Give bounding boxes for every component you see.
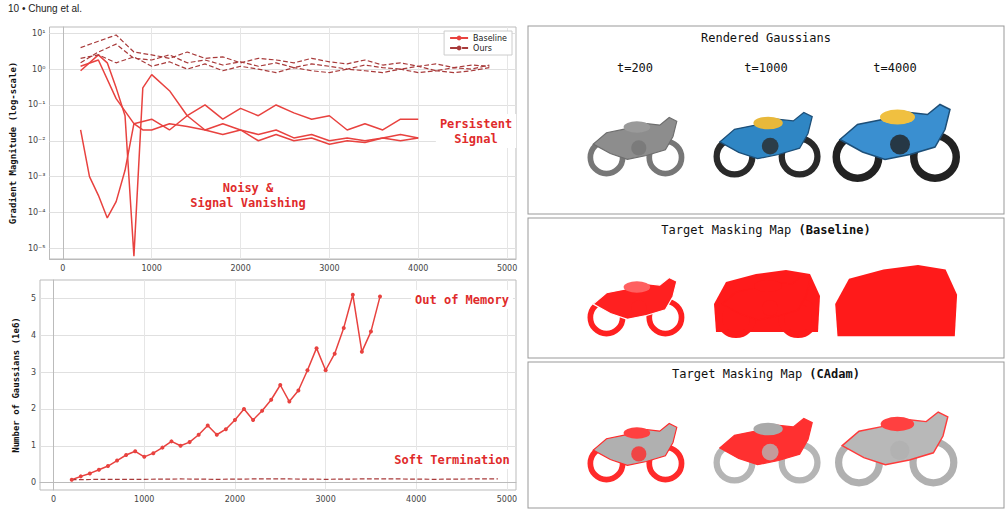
- svg-text:Target Masking Map (Baseline): Target Masking Map (Baseline): [661, 223, 871, 237]
- svg-text:2000: 2000: [225, 495, 245, 504]
- svg-text:Baseline: Baseline: [473, 34, 507, 43]
- svg-text:Target Masking Map (CAdam): Target Masking Map (CAdam): [672, 367, 860, 381]
- svg-text:Out of Memory: Out of Memory: [415, 293, 509, 307]
- svg-text:Number of Gaussians (1e6): Number of Gaussians (1e6): [11, 317, 21, 452]
- svg-text:10⁻³: 10⁻³: [28, 172, 46, 181]
- svg-text:t=200: t=200: [617, 61, 653, 75]
- svg-text:Signal Vanishing: Signal Vanishing: [190, 196, 306, 210]
- svg-text:10⁻⁵: 10⁻⁵: [28, 244, 46, 253]
- svg-text:3: 3: [31, 368, 36, 377]
- svg-text:Gradient Magnitude (log-scale): Gradient Magnitude (log-scale): [8, 62, 18, 225]
- svg-text:10⁻¹: 10⁻¹: [28, 100, 46, 109]
- svg-text:10⁰: 10⁰: [32, 65, 45, 74]
- svg-text:1: 1: [31, 441, 36, 450]
- svg-text:5000: 5000: [497, 264, 517, 273]
- svg-text:4000: 4000: [406, 495, 426, 504]
- svg-text:Persistent: Persistent: [440, 117, 512, 131]
- svg-text:0: 0: [60, 264, 65, 273]
- svg-text:Signal: Signal: [454, 132, 497, 146]
- svg-text:Noisy &: Noisy &: [223, 181, 274, 195]
- svg-text:Soft Termination: Soft Termination: [394, 453, 510, 467]
- svg-text:2: 2: [31, 404, 36, 413]
- svg-text:5000: 5000: [497, 495, 517, 504]
- svg-text:Rendered Gaussians: Rendered Gaussians: [701, 31, 831, 45]
- svg-text:1000: 1000: [142, 264, 162, 273]
- svg-text:t=1000: t=1000: [744, 61, 787, 75]
- svg-text:3000: 3000: [319, 264, 339, 273]
- svg-text:10⁻⁴: 10⁻⁴: [28, 208, 46, 217]
- svg-text:10⁻²: 10⁻²: [28, 136, 46, 145]
- svg-text:1000: 1000: [134, 495, 154, 504]
- svg-text:Ours: Ours: [473, 44, 492, 53]
- svg-text:10¹: 10¹: [32, 29, 45, 38]
- svg-text:t=4000: t=4000: [873, 61, 916, 75]
- svg-text:0: 0: [51, 495, 56, 504]
- html-text:10 • Chung et al.: 10 • Chung et al.: [8, 3, 83, 14]
- svg-text:4: 4: [31, 331, 36, 340]
- svg-text:4000: 4000: [408, 264, 428, 273]
- svg-text:5: 5: [31, 294, 36, 303]
- svg-text:3000: 3000: [315, 495, 335, 504]
- svg-text:0: 0: [31, 478, 36, 487]
- svg-text:2000: 2000: [230, 264, 250, 273]
